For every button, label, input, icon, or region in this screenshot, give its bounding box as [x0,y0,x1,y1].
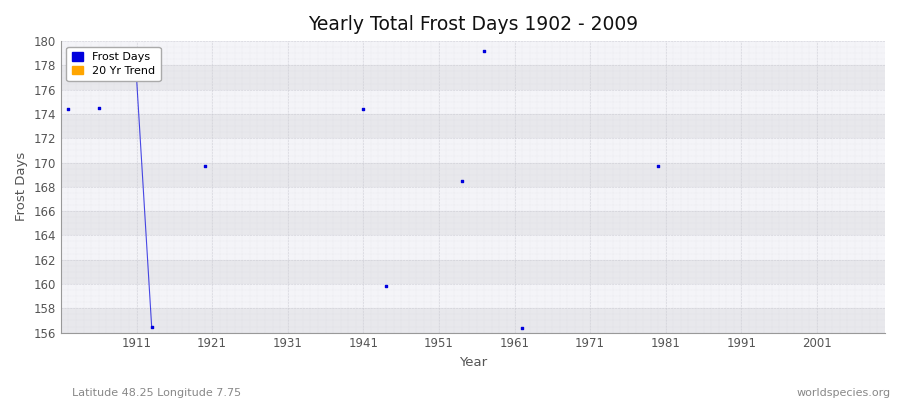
Legend: Frost Days, 20 Yr Trend: Frost Days, 20 Yr Trend [67,47,161,81]
Point [379,283,393,290]
Bar [61,114,885,138]
Bar [61,284,885,308]
Text: Latitude 48.25 Longitude 7.75: Latitude 48.25 Longitude 7.75 [72,388,241,398]
Y-axis label: Frost Days: Frost Days [15,152,28,222]
X-axis label: Year: Year [459,356,487,369]
Title: Yearly Total Frost Days 1902 - 2009: Yearly Total Frost Days 1902 - 2009 [308,15,638,34]
Bar [61,138,885,162]
Bar [61,187,885,211]
Bar [61,90,885,114]
Bar [61,260,885,284]
Point [197,163,211,170]
Point [356,106,371,112]
Bar [61,66,885,90]
Point [61,106,76,112]
Text: worldspecies.org: worldspecies.org [796,388,891,398]
Point [92,105,106,111]
Point [651,163,665,170]
Point [515,324,529,331]
Point [130,74,144,81]
Point [144,323,158,330]
Bar [61,308,885,332]
Point [477,48,491,54]
Bar [61,41,885,66]
Bar [61,236,885,260]
Point [454,178,469,184]
Bar [61,211,885,236]
Bar [61,162,885,187]
